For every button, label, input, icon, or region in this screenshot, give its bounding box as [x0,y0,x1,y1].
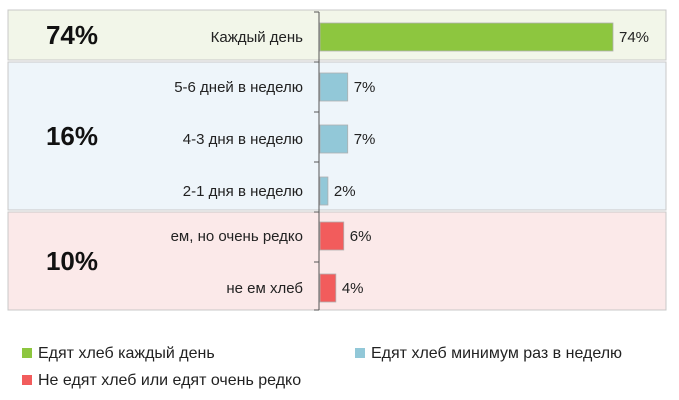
group-percent-label: 74% [46,20,98,50]
bar [319,273,337,303]
category-axis [314,11,320,311]
bar [319,72,349,102]
legend-swatch [355,348,365,358]
category-label: не ем хлеб [226,280,303,297]
category-label: ем, но очень редко [171,228,303,245]
bar [319,176,329,206]
labels: 74% Каждый день 74% 16% 5-6 дней в неделю 7% 4… [46,20,649,297]
group-bands [7,9,667,311]
value-label: 4% [342,280,364,297]
category-label: 5-6 дней в неделю [174,79,303,96]
legend-label: Не едят хлеб или едят очень редко [38,372,301,389]
bar [319,22,614,52]
bar [319,221,345,251]
value-label: 6% [350,228,372,245]
value-label: 7% [354,131,376,148]
category-label: Каждый день [211,29,304,46]
legend-label: Едят хлеб минимум раз в неделю [371,345,622,362]
legend-swatch [22,348,32,358]
category-label: 4-3 дня в неделю [183,131,303,148]
bar [319,124,349,154]
value-label: 2% [334,183,356,200]
value-label: 74% [619,29,649,46]
group-percent-label: 16% [46,121,98,151]
category-label: 2-1 дня в неделю [183,183,303,200]
legend-label: Едят хлеб каждый день [38,345,215,362]
bars [319,22,614,303]
group-percent-label: 10% [46,246,98,276]
legend-swatch [22,375,32,385]
value-label: 7% [354,79,376,96]
legend: Едят хлеб каждый день Едят хлеб минимум р… [22,345,622,389]
